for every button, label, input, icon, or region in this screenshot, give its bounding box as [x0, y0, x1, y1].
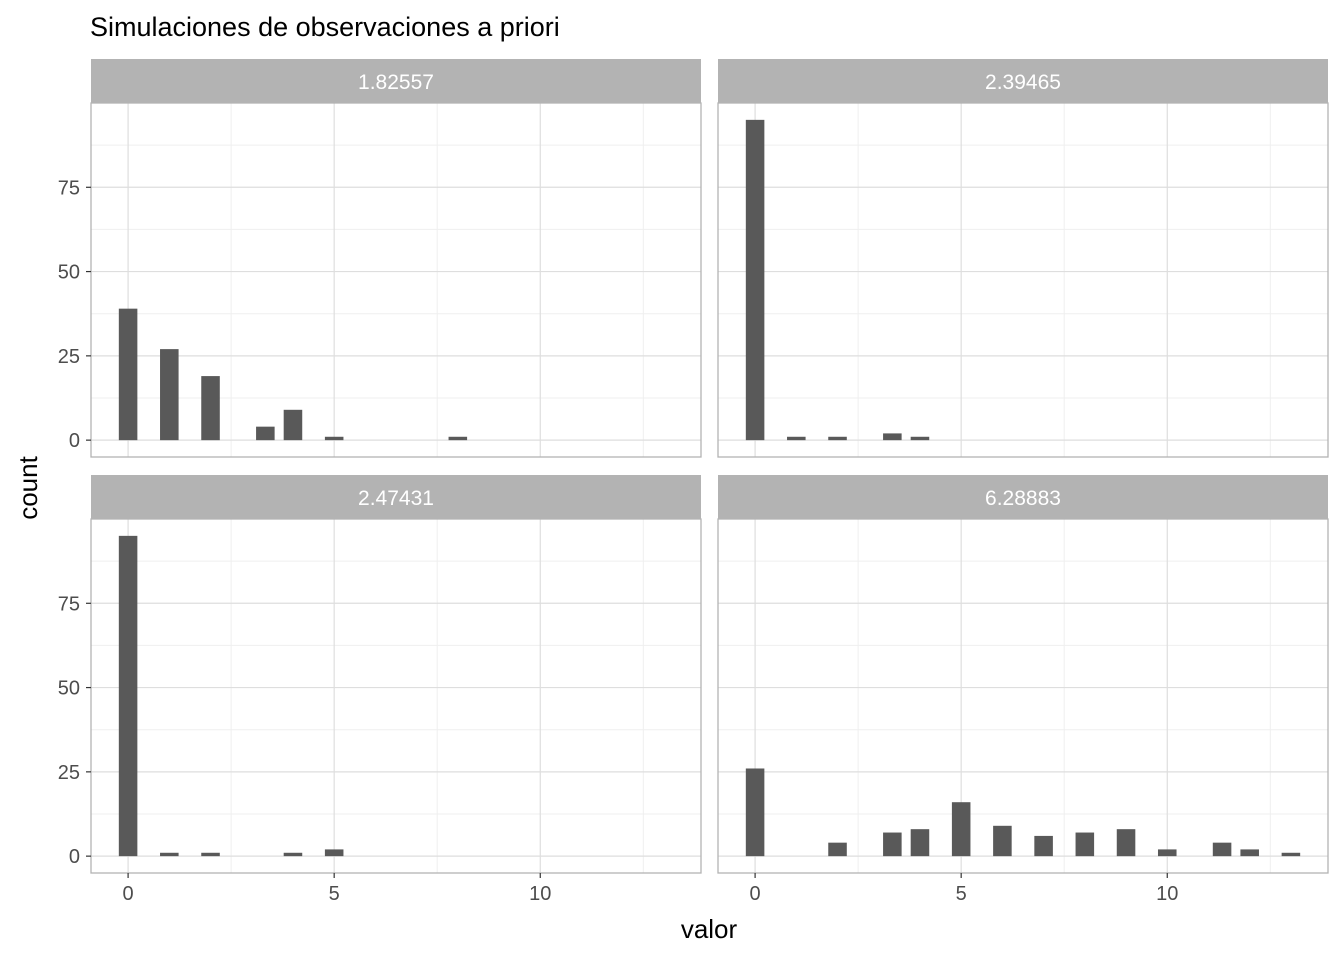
histogram-bar: [910, 436, 930, 441]
facet-strip-label: 6.28883: [985, 487, 1061, 510]
histogram-bar: [118, 308, 138, 441]
y-tick-label: 0: [69, 846, 80, 868]
histogram-bar: [1212, 842, 1232, 857]
facet-strip-label: 2.47431: [358, 487, 434, 510]
y-tick-label: 25: [58, 762, 80, 784]
x-axis-title: valor: [681, 914, 738, 944]
histogram-bar: [160, 852, 179, 857]
y-tick-label: 0: [69, 430, 80, 452]
facet-strip-label: 1.82557: [358, 71, 434, 94]
histogram-bar: [201, 852, 220, 857]
panel-background: [91, 519, 701, 873]
x-tick-label: 0: [123, 883, 134, 905]
y-tick-label: 25: [58, 346, 80, 368]
panel-border: [90, 102, 702, 458]
panel-background: [718, 519, 1328, 873]
histogram-bar: [324, 436, 344, 441]
histogram-bar: [1281, 852, 1301, 857]
panel-background: [718, 103, 1328, 457]
histogram-bar: [1240, 849, 1259, 857]
histogram-bar: [745, 768, 765, 857]
x-tick-label: 0: [750, 883, 761, 905]
facet-panel-3: 2.47431 0 25 50 75 0 5 10: [58, 475, 702, 905]
panel-border: [717, 518, 1329, 874]
histogram-bar: [745, 119, 765, 441]
y-tick-label: 50: [58, 678, 80, 700]
panel-border: [90, 518, 702, 874]
histogram-bar: [324, 849, 344, 857]
facet-strip: [91, 59, 701, 103]
histogram-bar: [160, 349, 179, 441]
x-tick-label: 10: [529, 883, 551, 905]
histogram-bar: [910, 829, 930, 857]
histogram-bar: [883, 433, 902, 441]
histogram-bar: [787, 436, 806, 441]
y-tick-label: 75: [58, 177, 80, 199]
histogram-bar: [1157, 849, 1177, 857]
histogram-bar: [448, 436, 468, 441]
panel-border: [717, 102, 1329, 458]
facet-panel-4: 6.28883 0 5 10: [717, 475, 1329, 905]
panel-background: [91, 103, 701, 457]
histogram-bar: [1075, 832, 1095, 857]
facet-strip: [718, 59, 1328, 103]
y-axis-title: count: [13, 455, 43, 519]
facet-strip: [91, 475, 701, 519]
facet-panel-1: 1.82557 0 25 50 75: [58, 59, 702, 458]
histogram-bar: [283, 852, 303, 857]
histogram-bar: [828, 436, 847, 441]
histogram-bar: [256, 426, 275, 441]
x-tick-label: 10: [1156, 883, 1178, 905]
facet-strip: [718, 475, 1328, 519]
facet-panel-2: 2.39465: [717, 59, 1329, 458]
x-tick-label: 5: [956, 883, 967, 905]
histogram-bar: [118, 535, 138, 857]
y-tick-label: 50: [58, 262, 80, 284]
histogram-bar: [951, 802, 971, 857]
y-tick-label: 75: [58, 593, 80, 615]
histogram-bar: [883, 832, 902, 857]
chart-title: Simulaciones de observaciones a priori: [90, 12, 560, 42]
histogram-bar: [1116, 829, 1136, 857]
x-tick-label: 5: [329, 883, 340, 905]
histogram-bar: [283, 409, 303, 441]
histogram-bar: [828, 842, 847, 857]
histogram-bar: [201, 376, 220, 441]
facet-strip-label: 2.39465: [985, 71, 1061, 94]
histogram-bar: [993, 825, 1012, 857]
histogram-bar: [1034, 835, 1053, 857]
